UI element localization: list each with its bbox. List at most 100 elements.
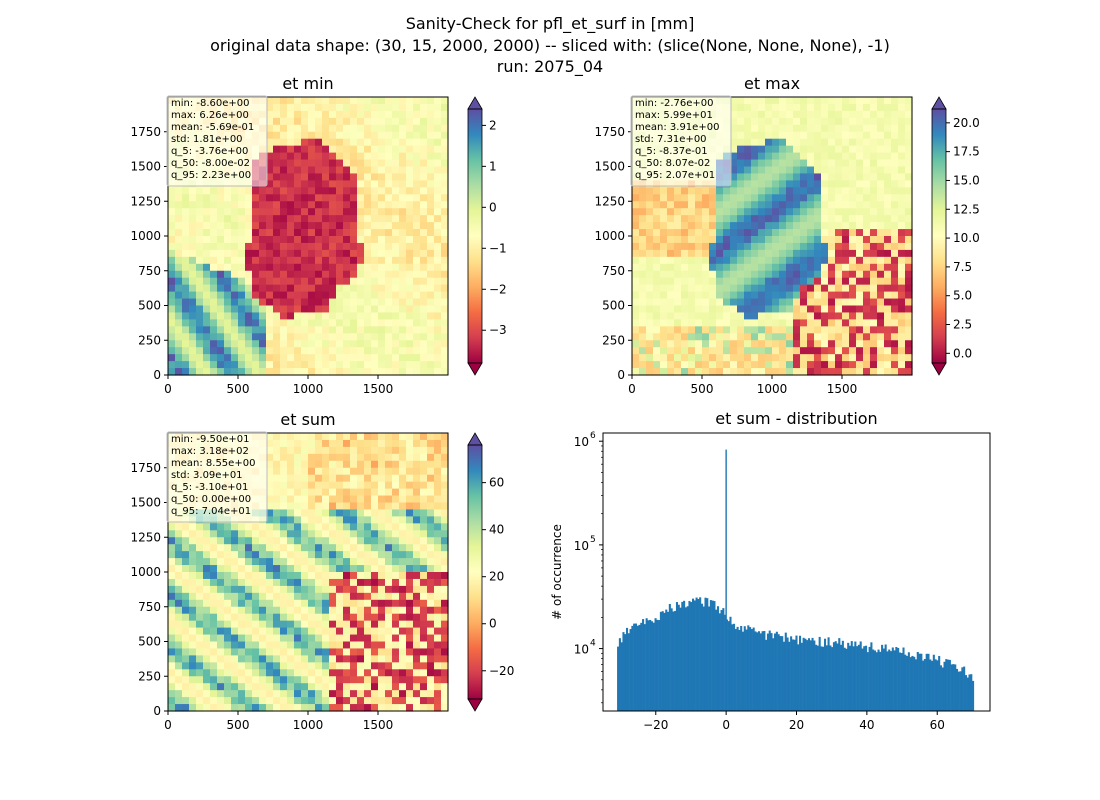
- histogram-bar: [752, 627, 755, 711]
- histogram-bar: [938, 655, 941, 711]
- histogram-bar: [690, 602, 693, 711]
- y-tick-label: 10: [574, 435, 589, 449]
- histogram-bar: [754, 631, 757, 711]
- histogram-bar: [706, 598, 709, 711]
- histogram-bar: [829, 645, 832, 711]
- histogram-bar: [686, 606, 689, 711]
- histogram-bar: [897, 647, 900, 711]
- histogram-bar: [795, 635, 798, 711]
- histogram-bar: [866, 652, 869, 711]
- histogram-bar: [699, 597, 702, 711]
- histogram-bar: [715, 609, 718, 711]
- histogram-bar: [761, 631, 764, 711]
- histogram-bar: [865, 645, 868, 711]
- histogram-bar: [722, 608, 725, 711]
- colorbar-tick-label: 2: [489, 118, 497, 132]
- x-tick-label: 40: [859, 718, 874, 732]
- y-tick-exponent: 6: [590, 431, 596, 441]
- histogram-bar: [875, 652, 878, 711]
- heatmap-panel-1: et min 0 500 1000 1500 0 250 500 750 1000 1250 1500…: [130, 74, 506, 396]
- y-tick-label: 1250: [130, 194, 161, 208]
- histogram-bar: [734, 628, 737, 711]
- colorbar-frame: [467, 444, 483, 700]
- histogram-bar: [747, 625, 750, 711]
- histogram-bar: [807, 638, 811, 711]
- colorbar-tick-label: 7.5: [953, 260, 972, 274]
- histogram-bar: [820, 646, 823, 711]
- histogram-bar: [873, 650, 877, 711]
- histogram-bar: [823, 638, 827, 711]
- histogram-bar: [816, 645, 819, 711]
- histogram-bar: [831, 647, 834, 711]
- histogram-bar: [861, 648, 864, 711]
- histogram-bar: [879, 651, 882, 711]
- histogram-bar: [743, 626, 746, 711]
- y-tick-label: 250: [138, 333, 161, 347]
- y-tick-label: 10: [574, 539, 589, 553]
- histogram-bar: [642, 619, 645, 711]
- histogram-bar: [893, 650, 896, 711]
- stats-line: q_5: -3.76e+00: [171, 146, 248, 157]
- histogram-bar: [788, 641, 791, 711]
- histogram-bar: [895, 646, 898, 711]
- histogram-bar: [868, 646, 871, 711]
- suptitle-line-2: original data shape: (30, 15, 2000, 2000…: [210, 36, 890, 55]
- x-tick-label: 60: [930, 718, 945, 732]
- histogram-bar: [882, 648, 885, 711]
- histogram-bar: [658, 620, 661, 711]
- histogram-bar: [847, 642, 850, 711]
- histogram-bar: [891, 647, 894, 711]
- colorbar-gradient: [932, 109, 946, 363]
- histogram-bar: [927, 653, 930, 711]
- histogram-bar: [772, 638, 775, 711]
- stats-line: q_50: 8.07e-02: [635, 158, 710, 169]
- colorbar-extend-max: [467, 96, 483, 110]
- stats-line: min: -9.50e+01: [171, 434, 250, 445]
- histogram-bar: [741, 631, 745, 711]
- histogram-bar: [674, 610, 677, 711]
- stats-line: max: 5.99e+01: [635, 110, 713, 121]
- histogram-bar: [729, 616, 732, 711]
- histogram-bar: [906, 655, 909, 711]
- histogram-bar: [738, 630, 741, 711]
- histogram-bar: [948, 659, 951, 711]
- histogram-bar: [618, 638, 621, 711]
- y-tick-label: 1750: [594, 125, 625, 139]
- y-tick-label: 0: [153, 704, 161, 718]
- colorbar-gradient: [468, 109, 482, 363]
- histogram-bar: [636, 625, 639, 711]
- y-tick-label: 1250: [594, 194, 625, 208]
- x-tick-label: −20: [643, 718, 668, 732]
- histogram-bar: [757, 631, 761, 711]
- histogram-bar: [841, 640, 844, 711]
- histogram-bar: [697, 599, 700, 711]
- histogram-bar: [806, 640, 809, 711]
- colorbar: 2 1 0 −1 −2 −3: [467, 96, 507, 376]
- histogram-bar: [656, 619, 659, 711]
- histogram-bar: [950, 664, 953, 711]
- histogram-bar: [709, 600, 712, 711]
- colorbar-tick-label: −20: [489, 664, 514, 678]
- histogram-bars: [617, 449, 975, 711]
- panel-title: et max: [744, 74, 800, 93]
- histogram-bar: [797, 644, 800, 711]
- histogram-bar: [900, 652, 903, 711]
- colorbar-tick-label: 20: [489, 570, 504, 584]
- histogram-bar: [661, 611, 664, 711]
- histogram-bar: [845, 648, 848, 711]
- histogram-bar: [779, 636, 782, 711]
- stats-line: std: 7.31e+00: [635, 134, 707, 145]
- y-tick-label: 250: [602, 333, 625, 347]
- histogram-bar: [740, 626, 743, 711]
- colorbar-extend-max: [931, 96, 947, 110]
- histogram-bar: [695, 597, 698, 711]
- histogram-bar: [811, 637, 814, 711]
- histogram-bar: [945, 659, 948, 711]
- histogram-bar: [720, 610, 723, 711]
- histogram-bar: [640, 622, 643, 711]
- histogram-bar: [688, 600, 691, 711]
- histogram-bar: [770, 633, 773, 711]
- histogram-bar: [683, 600, 686, 711]
